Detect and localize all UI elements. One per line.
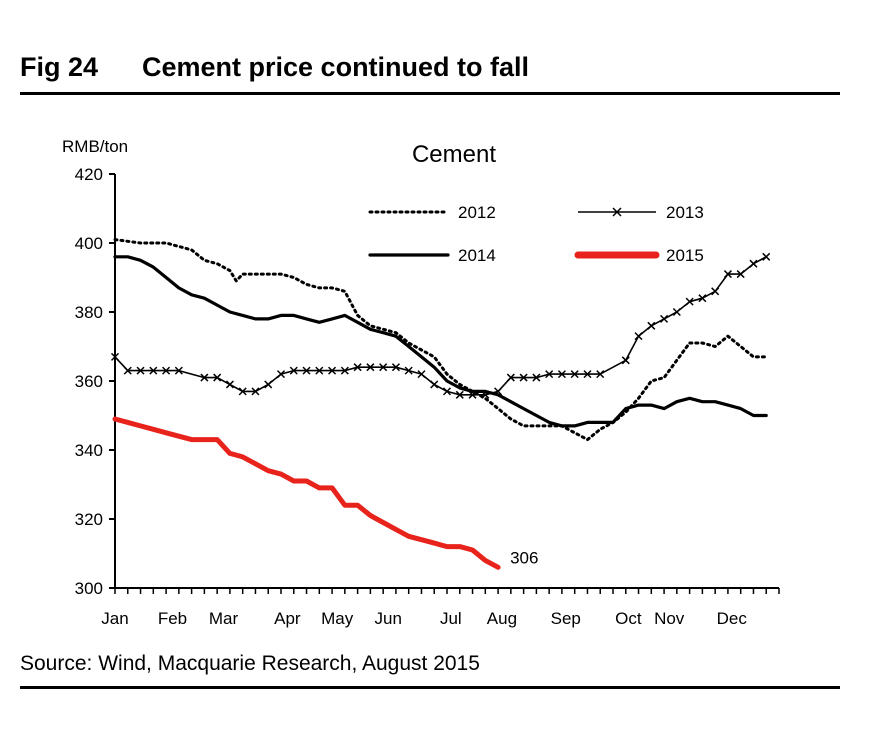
data-point-2013 bbox=[442, 387, 452, 396]
data-point-2013 bbox=[136, 366, 145, 375]
data-point-2013 bbox=[506, 373, 515, 382]
y-tick-label: 400 bbox=[75, 234, 103, 253]
header-rule bbox=[20, 92, 840, 95]
x-axis-ticks: Jan Feb Mar Apr May Jun Jul Aug Sep Oct Nov Dec bbox=[101, 588, 780, 628]
x-tick-label: Apr bbox=[274, 609, 301, 628]
data-point-2013 bbox=[328, 366, 337, 375]
y-axis-ticks: 300 320 340 360 380 400 420 bbox=[75, 165, 115, 598]
data-point-2013 bbox=[289, 366, 298, 375]
data-point-2013 bbox=[251, 387, 260, 396]
data-point-2013 bbox=[519, 373, 528, 382]
data-point-2013 bbox=[149, 366, 158, 375]
y-tick-label: 300 bbox=[75, 579, 103, 598]
data-point-2013 bbox=[749, 259, 758, 268]
x-tick-label: Sep bbox=[551, 609, 581, 628]
data-point-2013 bbox=[213, 373, 222, 382]
figure-header: Fig 24 Cement price continued to fall bbox=[20, 52, 529, 83]
annotation-label: 306 bbox=[510, 548, 538, 567]
figure-title: Cement price continued to fall bbox=[142, 52, 530, 82]
x-tick-label: Mar bbox=[209, 609, 239, 628]
data-point-2013 bbox=[711, 287, 720, 296]
chart-title: Cement bbox=[412, 141, 496, 168]
data-point-2013 bbox=[634, 332, 643, 341]
data-point-2013 bbox=[621, 356, 630, 365]
legend-marker bbox=[612, 207, 622, 217]
data-point-2013 bbox=[455, 390, 464, 399]
legend: 2012 2013 2014 2015 bbox=[368, 203, 704, 265]
data-point-2013 bbox=[430, 380, 439, 389]
data-point-2013 bbox=[379, 363, 388, 372]
legend-label-2013: 2013 bbox=[666, 203, 704, 222]
data-point-2013 bbox=[162, 366, 171, 375]
x-tick-label: Aug bbox=[487, 609, 517, 628]
x-tick-label: Nov bbox=[654, 609, 685, 628]
data-point-2013 bbox=[736, 270, 745, 279]
y-tick-label: 320 bbox=[75, 510, 103, 529]
source-note: Source: Wind, Macquarie Research, August… bbox=[20, 652, 480, 675]
data-point-2013 bbox=[315, 366, 324, 375]
data-point-2013 bbox=[391, 363, 400, 372]
x-tick-label: Feb bbox=[158, 609, 187, 628]
x-tick-label: Dec bbox=[717, 609, 748, 628]
data-point-2013 bbox=[532, 373, 541, 382]
data-point-2013 bbox=[404, 366, 413, 375]
x-tick-label: Jul bbox=[440, 609, 462, 628]
x-tick-label: Oct bbox=[615, 609, 642, 628]
data-point-2013 bbox=[238, 387, 247, 396]
annotations: 306 bbox=[510, 548, 538, 567]
data-point-2013 bbox=[660, 314, 669, 323]
data-point-2013 bbox=[583, 370, 592, 379]
legend-label-2012: 2012 bbox=[458, 203, 496, 222]
data-point-2013 bbox=[557, 370, 566, 379]
data-point-2013 bbox=[698, 294, 707, 303]
data-point-2013 bbox=[174, 366, 183, 375]
series-lines bbox=[110, 238, 771, 570]
data-point-2013 bbox=[302, 366, 311, 375]
x-tick-label: Jun bbox=[375, 609, 402, 628]
series-line-2014 bbox=[113, 255, 768, 428]
data-point-2013 bbox=[647, 321, 656, 330]
data-point-2013 bbox=[762, 252, 771, 261]
data-point-2013 bbox=[110, 352, 120, 361]
data-point-2013 bbox=[276, 370, 286, 379]
data-point-2013 bbox=[596, 370, 605, 379]
y-tick-label: 360 bbox=[75, 372, 103, 391]
data-point-2013 bbox=[225, 380, 234, 389]
y-tick-label: 420 bbox=[75, 165, 103, 184]
legend-label-2015: 2015 bbox=[666, 246, 704, 265]
figure-number: Fig 24 bbox=[20, 52, 99, 82]
data-point-2013 bbox=[685, 297, 694, 306]
y-axis-label: RMB/ton bbox=[62, 137, 128, 156]
data-point-2013 bbox=[353, 363, 362, 372]
x-tick-label: Jan bbox=[101, 609, 128, 628]
legend-label-2014: 2014 bbox=[458, 246, 496, 265]
y-tick-label: 340 bbox=[75, 441, 103, 460]
data-point-2013 bbox=[264, 380, 273, 389]
data-point-2013 bbox=[366, 363, 375, 372]
data-point-2013 bbox=[545, 370, 554, 379]
data-point-2013 bbox=[672, 307, 681, 317]
x-tick-label: May bbox=[321, 609, 354, 628]
data-point-2013 bbox=[723, 270, 732, 279]
series-line-2015 bbox=[112, 416, 501, 570]
series-line-2012 bbox=[113, 238, 768, 442]
data-point-2013 bbox=[123, 366, 132, 375]
data-point-2013 bbox=[340, 366, 349, 375]
footer-rule bbox=[20, 686, 840, 689]
data-point-2013 bbox=[200, 373, 209, 382]
data-point-2013 bbox=[417, 370, 426, 379]
y-tick-label: 380 bbox=[75, 303, 103, 322]
data-point-2013 bbox=[570, 370, 579, 379]
